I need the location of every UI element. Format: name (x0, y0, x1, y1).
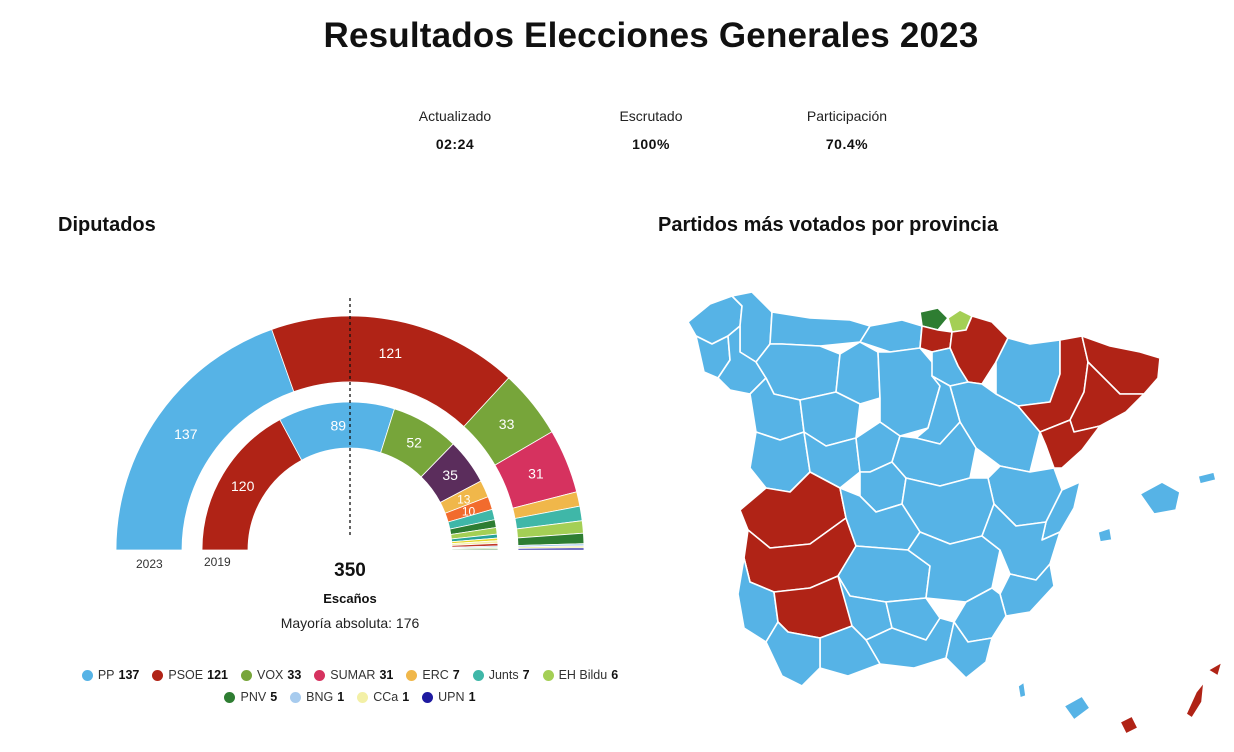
legend-party-seats: 7 (522, 668, 530, 682)
ring-year-2019: 2019 (204, 555, 231, 569)
stat-updated: Actualizado 02:24 (385, 108, 525, 152)
legend-item: EH Bildu 6 (542, 668, 619, 682)
legend-item: PP 137 (81, 668, 140, 682)
legend-party-name: Junts (488, 668, 519, 682)
seat-label-2019-vox: 52 (406, 435, 422, 451)
seat-label-2019-psoe: 120 (231, 478, 255, 494)
legend-color-dot (422, 691, 434, 703)
legend-party-seats: 137 (118, 668, 140, 682)
stat-counted: Escrutado 100% (581, 108, 721, 152)
legend-item: ERC 7 (406, 668, 460, 682)
legend-color-dot (406, 669, 418, 681)
chart-title: Diputados (58, 214, 156, 236)
legend-item: SUMAR 31 (314, 668, 393, 682)
legend-party-seats: 5 (270, 690, 278, 704)
legend-party-seats: 1 (402, 690, 410, 704)
legend-color-dot (542, 669, 554, 681)
map-title: Partidos más votados por provincia (658, 214, 999, 236)
legend-row: PNV 5 BNG 1 CCa 1 UPN 1 (40, 690, 660, 704)
legend-color-dot (81, 669, 93, 681)
legend-party-name: BNG (306, 690, 334, 704)
seat-label-2023-pp: 137 (174, 426, 198, 442)
island-fuerteventura (1185, 681, 1205, 719)
legend-party-name: UPN (438, 690, 465, 704)
page-title: Resultados Elecciones Generales 2023 (323, 16, 979, 55)
island-la-palma (1017, 681, 1027, 699)
legend-item: CCa 1 (357, 690, 409, 704)
stat-updated-value: 02:24 (435, 136, 475, 152)
island-lanzarote (1207, 661, 1223, 677)
ring-year-2023: 2023 (136, 557, 163, 571)
total-seats: 350 (334, 560, 366, 581)
province-bizkaia (919, 307, 949, 331)
stat-updated-label: Actualizado (418, 108, 492, 124)
stat-turnout-value: 70.4% (825, 136, 869, 152)
legend-color-dot (240, 669, 252, 681)
legend-item: BNG 1 (290, 690, 344, 704)
legend-party-name: ERC (422, 668, 449, 682)
legend-color-dot (224, 691, 236, 703)
legend-party-seats: 1 (337, 690, 345, 704)
legend-party-seats: 31 (379, 668, 394, 682)
province-tarragona (1039, 419, 1101, 469)
island-mallorca (1139, 481, 1181, 515)
legend-color-dot (357, 691, 369, 703)
legend-color-dot (290, 691, 302, 703)
legend-party-seats: 1 (468, 690, 476, 704)
seat-arc-2019-teruel-existe (451, 548, 499, 551)
stats-bar: Actualizado 02:24 Escrutado 100% Partici… (0, 108, 1234, 152)
legend-item: Junts 7 (472, 668, 530, 682)
province-cadiz (765, 621, 821, 687)
legend-item: VOX 33 (240, 668, 302, 682)
province-huesca (995, 337, 1061, 407)
island-menorca (1197, 471, 1217, 485)
seat-label-2023-psoe: 121 (379, 345, 403, 361)
legend-party-name: PSOE (168, 668, 204, 682)
legend-party-name: CCa (373, 690, 399, 704)
seat-label-2019-up: 35 (442, 467, 458, 483)
legend-party-name: PP (97, 668, 115, 682)
legend-party-seats: 33 (287, 668, 302, 682)
legend-item: PSOE 121 (152, 668, 228, 682)
chart-legend: PP 137 PSOE 121 VOX 33 SUMAR 31 ERC 7 Junts 7 EH Bil… (40, 668, 660, 712)
stat-turnout-label: Participación (806, 108, 888, 124)
stat-counted-label: Escrutado (619, 108, 683, 124)
seat-label-2019-pp: 89 (330, 418, 346, 434)
seat-label-2023-sumar: 31 (528, 465, 544, 481)
island-tenerife (1063, 695, 1091, 721)
legend-party-name: PNV (240, 690, 267, 704)
legend-party-seats: 6 (611, 668, 619, 682)
seat-label-2023-vox: 33 (499, 416, 515, 432)
province-map (687, 291, 1223, 735)
province-asturias (769, 311, 871, 347)
seat-label-2019-erc: 13 (457, 492, 471, 506)
stat-counted-value: 100% (632, 136, 670, 152)
legend-color-dot (472, 669, 484, 681)
island-ibiza (1097, 527, 1113, 543)
legend-color-dot (314, 669, 326, 681)
stat-turnout: Participación 70.4% (777, 108, 917, 152)
province-almeria (945, 621, 993, 679)
majority-label: Mayoría absoluta: 176 (281, 615, 420, 631)
legend-party-name: SUMAR (330, 668, 376, 682)
island-gran-canaria (1119, 715, 1139, 735)
total-seats-label: Escaños (323, 591, 376, 606)
legend-color-dot (152, 669, 164, 681)
seat-arc-2023-upn (517, 547, 585, 551)
legend-party-seats: 121 (207, 668, 228, 682)
legend-row: PP 137 PSOE 121 VOX 33 SUMAR 31 ERC 7 Junts 7 EH Bil… (40, 668, 660, 682)
legend-item: PNV 5 (224, 690, 277, 704)
legend-party-name: EH Bildu (558, 668, 608, 682)
legend-item: UPN 1 (422, 690, 476, 704)
legend-party-seats: 7 (452, 668, 460, 682)
province-guadalajara (891, 421, 977, 487)
legend-party-name: VOX (256, 668, 284, 682)
